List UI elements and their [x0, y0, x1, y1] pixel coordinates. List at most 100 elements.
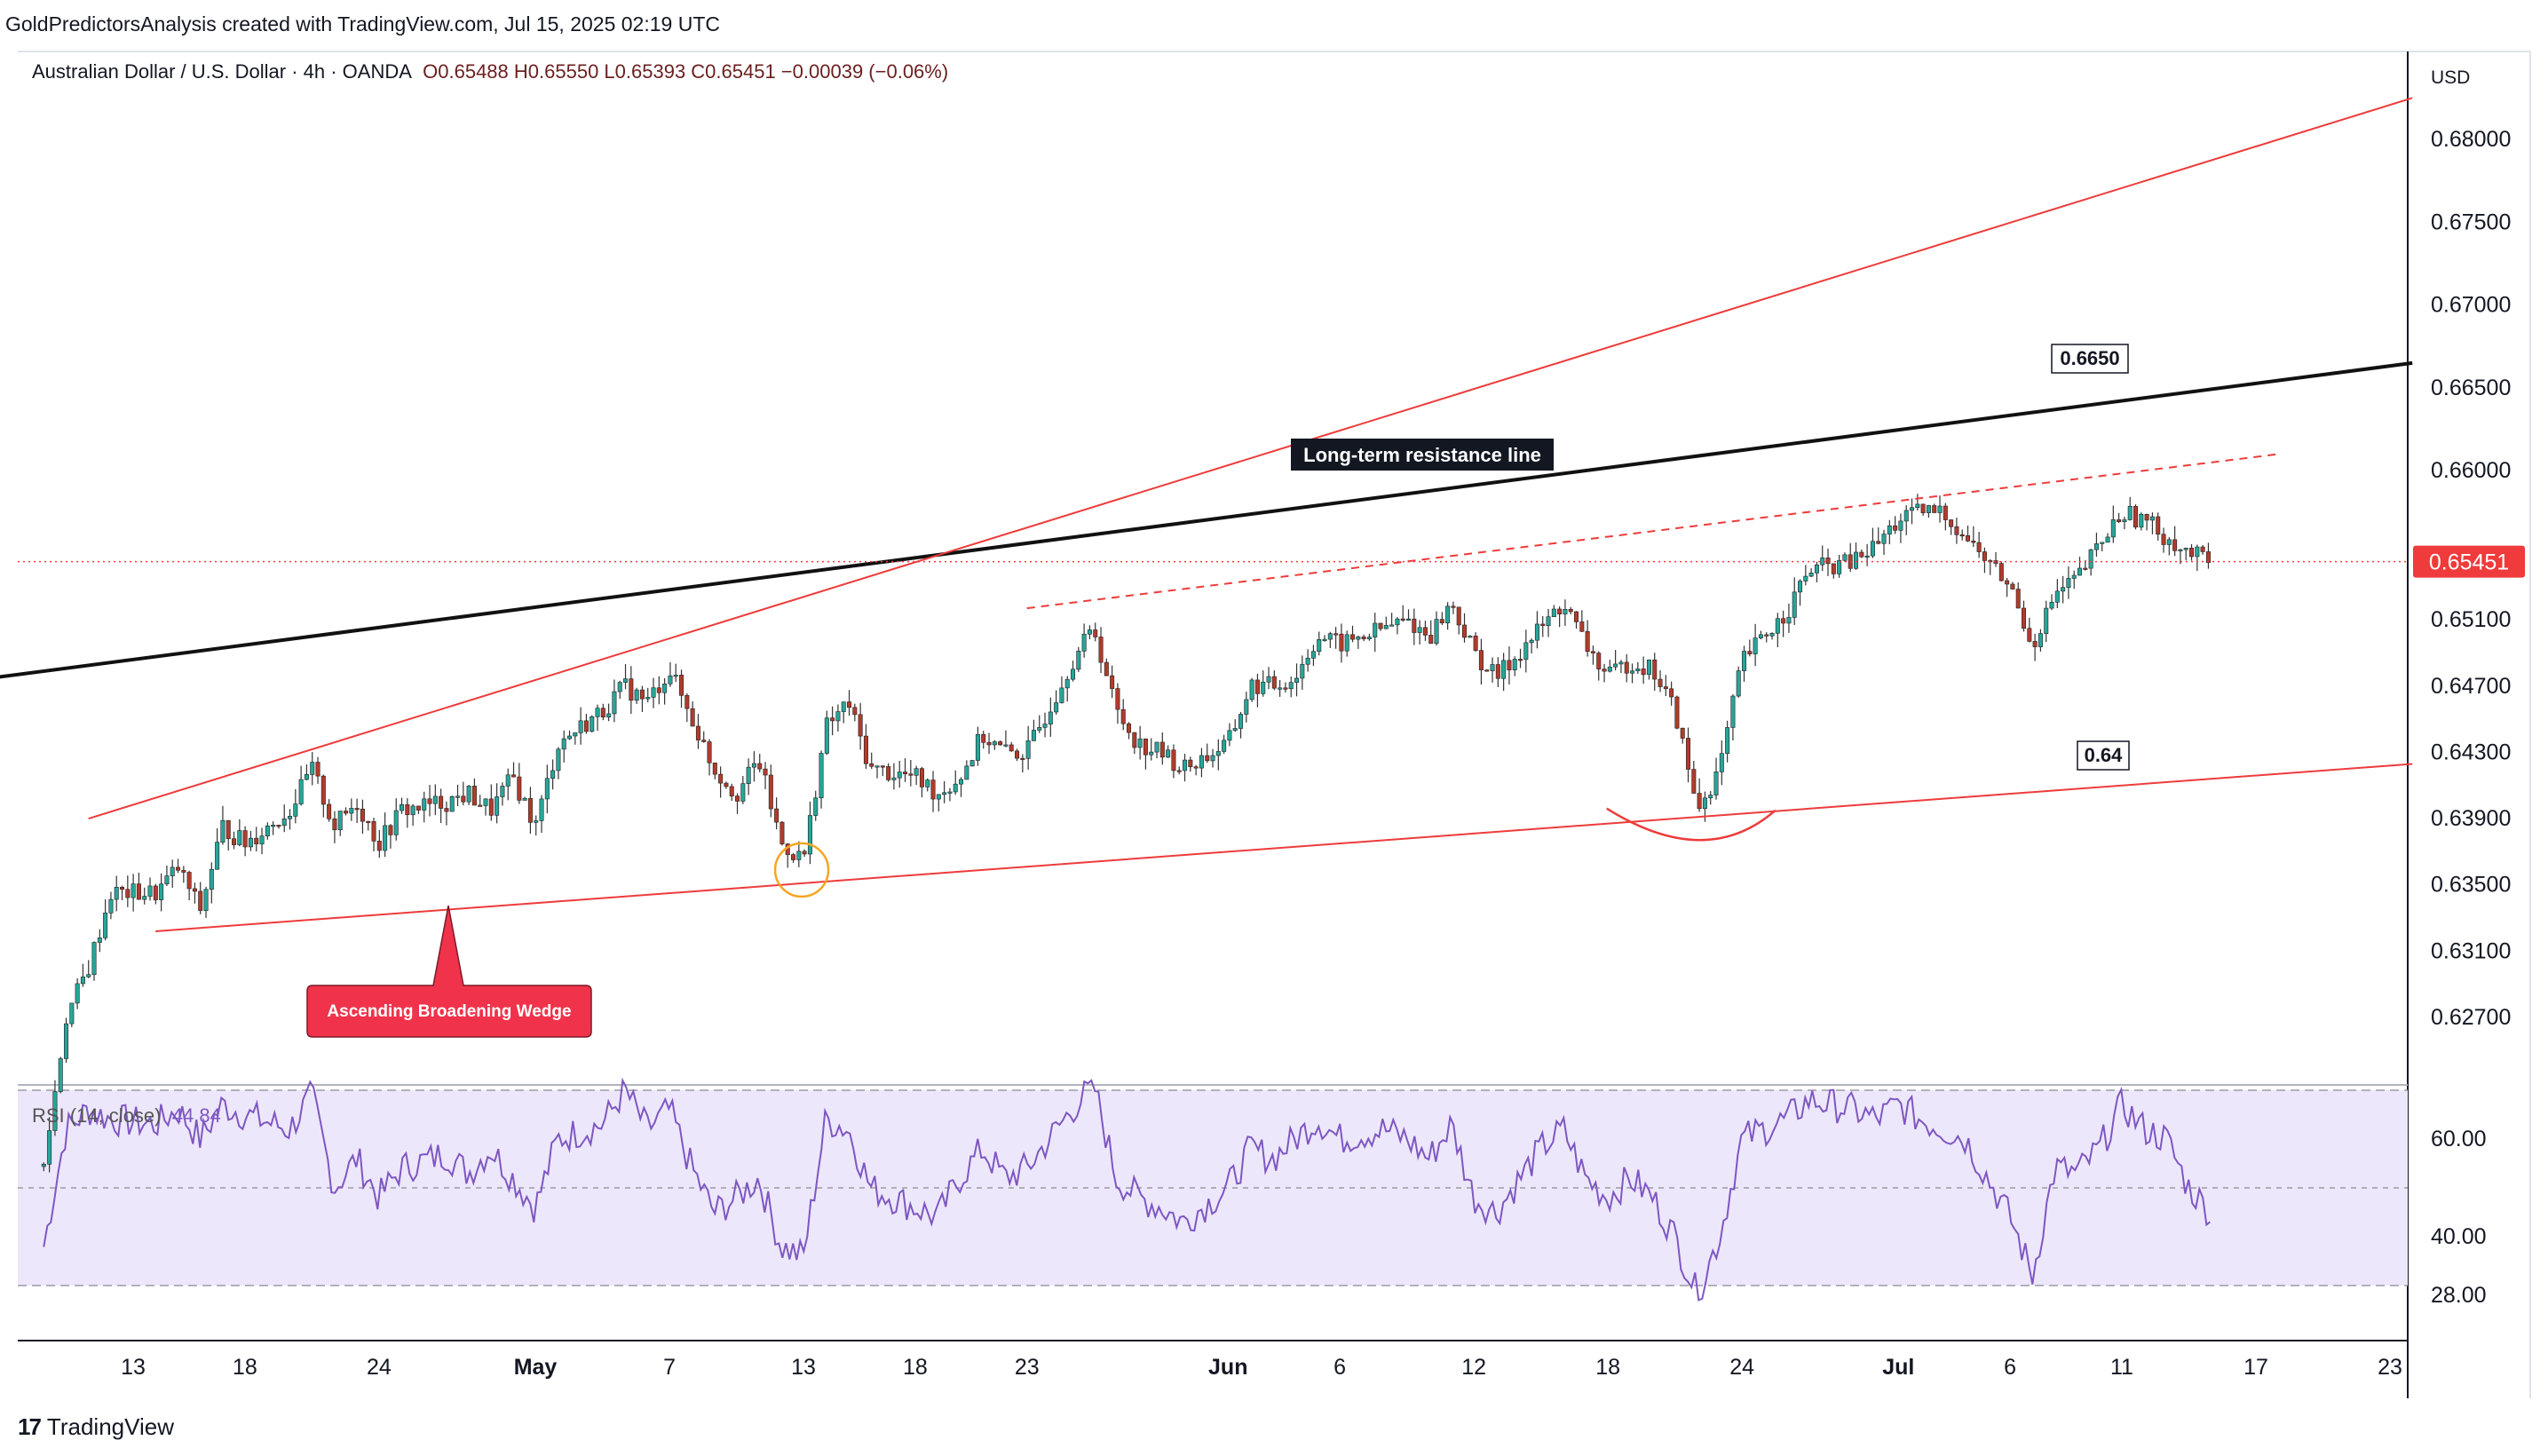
candle-body [2200, 546, 2205, 552]
candle-body [1893, 525, 1898, 531]
candle-body [500, 786, 505, 797]
candle-body [2010, 583, 2015, 590]
candle-body [466, 786, 471, 803]
candle-body [120, 886, 125, 890]
candle-body [2083, 567, 2088, 570]
candle-body [242, 830, 248, 848]
candle-body [427, 798, 432, 804]
rsi-scale[interactable]: 60.00 40.00 28.00 [2431, 1127, 2487, 1308]
candle-body [1350, 634, 1356, 640]
time-tick-label: Jun [1208, 1355, 1247, 1380]
last-price-badge[interactable]: 0.65451 [2413, 545, 2525, 578]
candle-body [1966, 535, 1971, 542]
candle-body [405, 803, 410, 815]
candle-body [2054, 590, 2060, 603]
candle-body [2049, 601, 2054, 609]
candle-body [835, 711, 841, 722]
swing-low-circle[interactable] [773, 842, 830, 898]
candle-body [1937, 505, 1943, 513]
candle-body [1166, 749, 1171, 758]
candle-body [1920, 503, 1926, 513]
candle-body [2161, 534, 2166, 545]
candle-body [2122, 519, 2127, 522]
time-scale[interactable]: 13 18 24 May 7 13 18 23 Jun 6 12 18 24 Jul 6 11 17 23 [121, 1355, 2402, 1380]
candle-body [1059, 687, 1064, 703]
candle-body [556, 748, 561, 772]
candle-body [265, 825, 270, 836]
candle-body [1803, 575, 1808, 582]
price-tick-label: 0.66500 [2431, 376, 2511, 400]
candle-body [415, 805, 421, 811]
candle-body [740, 783, 746, 802]
symbol-name[interactable]: Australian Dollar / U.S. Dollar · 4h · O… [32, 60, 412, 83]
candle-body [830, 717, 835, 722]
candle-body [1227, 730, 1232, 741]
wedge-upper-line[interactable] [88, 97, 2413, 820]
candle-body [1422, 627, 1428, 636]
candle-body [1428, 635, 1434, 644]
dashed-resistance-line[interactable] [1026, 453, 2279, 610]
candle-body [701, 740, 707, 742]
resistance-label[interactable]: Long-term resistance line [1291, 439, 1554, 471]
candle-body [1132, 732, 1137, 748]
candle-body [232, 838, 237, 845]
candle-body [2088, 549, 2093, 569]
currency-label[interactable]: USD [2431, 67, 2470, 88]
candle-body [1954, 526, 1959, 535]
time-tick-label: 24 [367, 1355, 392, 1380]
candle-body [1205, 755, 1210, 762]
candle-body [735, 795, 740, 802]
candle-body [1630, 670, 1635, 674]
price-tick-label: 0.68000 [2431, 127, 2511, 152]
candle-body [1020, 757, 1025, 760]
candle-body [315, 762, 320, 777]
candle-body [1031, 730, 1036, 741]
candle-body [1456, 606, 1461, 626]
wedge-callout[interactable]: Ascending Broadening Wedge [306, 905, 592, 1038]
rsi-value: 44.84 [171, 1104, 221, 1127]
price-scale[interactable]: 0.68000 0.67500 0.67000 0.66500 0.66000 0.651… [2431, 127, 2511, 1030]
wedge-lower-line[interactable] [155, 763, 2413, 932]
candle-body [1193, 766, 1199, 769]
candle-body [114, 886, 119, 900]
candle-body [1725, 727, 1730, 754]
candle-body [813, 797, 819, 816]
candle-body [1669, 688, 1674, 698]
candle-body [2066, 578, 2071, 589]
candle-body [327, 803, 332, 819]
support-level-label[interactable]: 0.64 [2077, 740, 2130, 771]
rsi-label[interactable]: RSI (14, close) [32, 1104, 162, 1127]
long-term-resistance-line[interactable] [0, 360, 2413, 683]
candle-body [886, 766, 891, 780]
time-tick-label: 13 [791, 1355, 816, 1380]
candle-body [1048, 711, 1053, 724]
candle-body [1445, 605, 1451, 623]
candle-body [360, 808, 365, 822]
candle-body [1775, 618, 1780, 634]
candle-body [64, 1023, 69, 1059]
candle-body [1864, 555, 1870, 558]
candle-body [1557, 608, 1563, 614]
resistance-level-label[interactable]: 0.6650 [2051, 344, 2129, 374]
double-bottom-arc[interactable] [1606, 807, 1776, 842]
time-tick-label: 18 [1595, 1355, 1620, 1380]
tradingview-brand[interactable]: 17 TradingView [18, 1413, 174, 1441]
last-price-value: 0.65451 [2429, 550, 2509, 575]
candle-body [1361, 637, 1366, 639]
price-tick-label: 0.67000 [2431, 293, 2511, 318]
resistance-label-text: Long-term resistance line [1303, 444, 1541, 466]
candle-body [1037, 727, 1042, 731]
candle-body [679, 675, 684, 696]
candle-body [690, 708, 695, 727]
candle-body [153, 885, 158, 900]
candle-body [2032, 641, 2038, 647]
candle-body [1758, 634, 1763, 638]
candle-body [1607, 666, 1612, 672]
candle-body [623, 678, 629, 683]
candle-body [1982, 551, 1987, 561]
candle-body [170, 866, 175, 876]
time-tick-label: 13 [121, 1355, 146, 1380]
candle-body [1176, 770, 1182, 772]
candle-body [824, 717, 829, 754]
